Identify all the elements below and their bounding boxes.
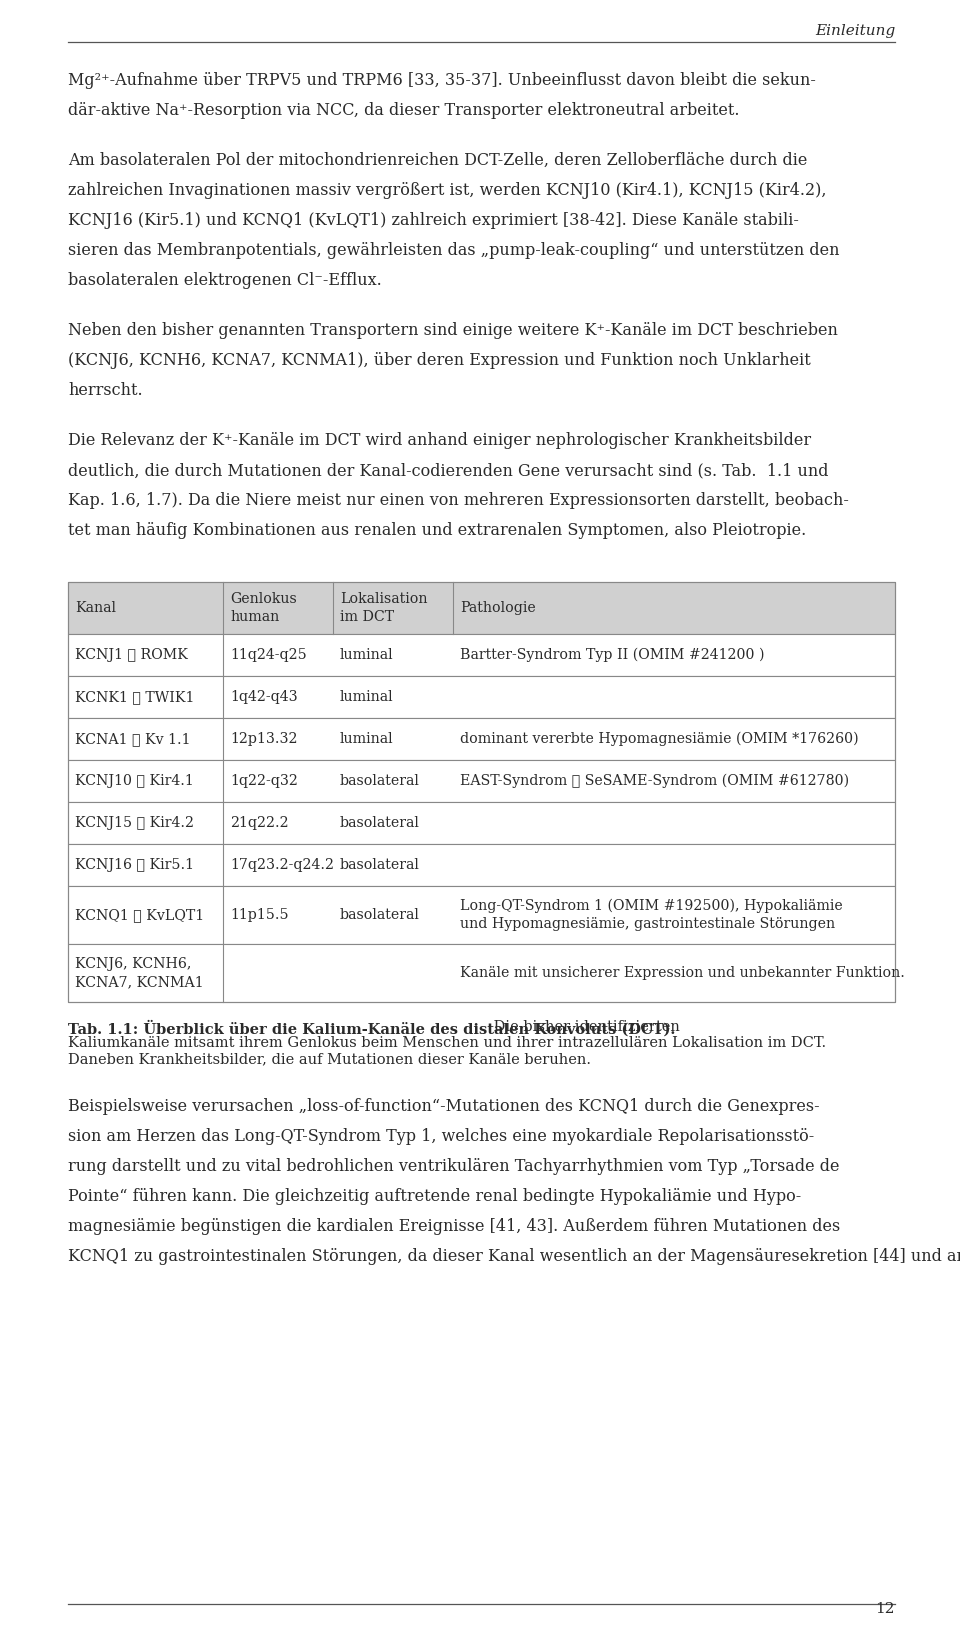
Text: Kanal: Kanal (75, 601, 116, 614)
Text: KCNJ6, KCNH6,: KCNJ6, KCNH6, (75, 958, 191, 971)
Text: und Hypomagnesiämie, gastrointestinale Störungen: und Hypomagnesiämie, gastrointestinale S… (460, 917, 835, 931)
Bar (68, 802, 895, 845)
Text: sion am Herzen das Long-QT-Syndrom Typ 1, welches eine myokardiale Repolarisatio: sion am Herzen das Long-QT-Syndrom Typ 1… (68, 1127, 814, 1145)
Text: KCNJ1 ≙ ROMK: KCNJ1 ≙ ROMK (75, 649, 188, 662)
Text: KCNJ16 ≙ Kir5.1: KCNJ16 ≙ Kir5.1 (75, 858, 194, 873)
Text: KCNA1 ≙ Kv 1.1: KCNA1 ≙ Kv 1.1 (75, 732, 190, 747)
Text: dominant vererbte Hypomagnesiämie (OMIM *176260): dominant vererbte Hypomagnesiämie (OMIM … (460, 732, 858, 747)
Text: basolateralen elektrogenen Cl⁻-Efflux.: basolateralen elektrogenen Cl⁻-Efflux. (68, 271, 382, 289)
Text: zahlreichen Invaginationen massiv vergrößert ist, werden KCNJ10 (Kir4.1), KCNJ15: zahlreichen Invaginationen massiv vergrö… (68, 181, 827, 199)
Text: 12p13.32: 12p13.32 (230, 732, 298, 747)
Bar (68, 676, 895, 717)
Bar (68, 886, 895, 944)
Text: human: human (230, 609, 279, 624)
Text: Kanäle mit unsicherer Expression und unbekannter Funktion.: Kanäle mit unsicherer Expression und unb… (460, 966, 905, 980)
Text: luminal: luminal (340, 690, 394, 704)
Text: Long-QT-Syndrom 1 (OMIM #192500), Hypokaliämie: Long-QT-Syndrom 1 (OMIM #192500), Hypoka… (460, 899, 843, 913)
Text: basolateral: basolateral (340, 815, 420, 830)
Text: deutlich, die durch Mutationen der Kanal-codierenden Gene verursacht sind (s. Ta: deutlich, die durch Mutationen der Kanal… (68, 462, 828, 479)
Text: sieren das Membranpotentials, gewährleisten das „pump-leak-coupling“ und unterst: sieren das Membranpotentials, gewährleis… (68, 242, 839, 260)
Text: Pathologie: Pathologie (460, 601, 536, 614)
Text: basolateral: basolateral (340, 775, 420, 788)
Text: KCNJ15 ≙ Kir4.2: KCNJ15 ≙ Kir4.2 (75, 815, 194, 830)
Text: Die bisher identifizierten: Die bisher identifizierten (490, 1020, 680, 1034)
Text: tet man häufig Kombinationen aus renalen und extrarenalen Symptomen, also Pleiot: tet man häufig Kombinationen aus renalen… (68, 521, 806, 539)
Text: 1q22-q32: 1q22-q32 (230, 775, 298, 788)
Bar (68, 582, 895, 1002)
Text: basolateral: basolateral (340, 858, 420, 873)
Text: magnesiämie begünstigen die kardialen Ereignisse [41, 43]. Außerdem führen Mutat: magnesiämie begünstigen die kardialen Er… (68, 1217, 840, 1235)
Bar (68, 944, 895, 1002)
Text: KCNQ1 zu gastrointestinalen Störungen, da dieser Kanal wesentlich an der Magensä: KCNQ1 zu gastrointestinalen Störungen, d… (68, 1248, 960, 1265)
Text: Beispielsweise verursachen „loss-of-function“-Mutationen des KCNQ1 durch die Gen: Beispielsweise verursachen „loss-of-func… (68, 1098, 820, 1114)
Text: luminal: luminal (340, 649, 394, 662)
Bar (68, 845, 895, 886)
Text: KCNJ10 ≙ Kir4.1: KCNJ10 ≙ Kir4.1 (75, 775, 194, 788)
Text: rung darstellt und zu vital bedrohlichen ventrikulären Tachyarrhythmien vom Typ : rung darstellt und zu vital bedrohlichen… (68, 1159, 839, 1175)
Text: Die Relevanz der K⁺-Kanäle im DCT wird anhand einiger nephrologischer Krankheits: Die Relevanz der K⁺-Kanäle im DCT wird a… (68, 431, 811, 449)
Text: Daneben Krankheitsbilder, die auf Mutationen dieser Kanäle beruhen.: Daneben Krankheitsbilder, die auf Mutati… (68, 1052, 591, 1065)
Text: Genlokus: Genlokus (230, 592, 297, 606)
Text: KCNJ16 (Kir5.1) und KCNQ1 (KvLQT1) zahlreich exprimiert [38-42]. Diese Kanäle st: KCNJ16 (Kir5.1) und KCNQ1 (KvLQT1) zahlr… (68, 212, 799, 229)
Text: 17q23.2-q24.2: 17q23.2-q24.2 (230, 858, 334, 873)
Text: Tab. 1.1: Überblick über die Kalium-Kanäle des distalen Konvoluts (DCT).: Tab. 1.1: Überblick über die Kalium-Kanä… (68, 1020, 676, 1036)
Text: Neben den bisher genannten Transportern sind einige weitere K⁺-Kanäle im DCT bes: Neben den bisher genannten Transportern … (68, 322, 838, 338)
Text: herrscht.: herrscht. (68, 382, 143, 399)
Text: Pointe“ führen kann. Die gleichzeitig auftretende renal bedingte Hypokaliämie un: Pointe“ führen kann. Die gleichzeitig au… (68, 1188, 802, 1204)
Bar (68, 717, 895, 760)
Bar (68, 634, 895, 676)
Text: KCNA7, KCNMA1: KCNA7, KCNMA1 (75, 975, 204, 989)
Text: EAST-Syndrom ≙ SeSAME-Syndrom (OMIM #612780): EAST-Syndrom ≙ SeSAME-Syndrom (OMIM #612… (460, 775, 850, 788)
Bar (68, 760, 895, 802)
Text: 1q42-q43: 1q42-q43 (230, 690, 298, 704)
Text: där-aktive Na⁺-Resorption via NCC, da dieser Transporter elektroneutral arbeitet: där-aktive Na⁺-Resorption via NCC, da di… (68, 101, 739, 119)
Text: Kaliumkanäle mitsamt ihrem Genlokus beim Menschen und ihrer intrazellulären Loka: Kaliumkanäle mitsamt ihrem Genlokus beim… (68, 1036, 827, 1051)
Bar (68, 582, 895, 634)
Text: im DCT: im DCT (340, 609, 395, 624)
Text: 12: 12 (876, 1601, 895, 1616)
Text: basolateral: basolateral (340, 909, 420, 922)
Text: 11p15.5: 11p15.5 (230, 909, 289, 922)
Text: Am basolateralen Pol der mitochondrienreichen DCT-Zelle, deren Zelloberfläche du: Am basolateralen Pol der mitochondrienre… (68, 152, 807, 168)
Text: Bartter-Syndrom Typ II (OMIM #241200 ): Bartter-Syndrom Typ II (OMIM #241200 ) (460, 647, 764, 662)
Text: KCNQ1 ≙ KvLQT1: KCNQ1 ≙ KvLQT1 (75, 909, 204, 922)
Text: (KCNJ6, KCNH6, KCNA7, KCNMA1), über deren Expression und Funktion noch Unklarhei: (KCNJ6, KCNH6, KCNA7, KCNMA1), über dere… (68, 351, 811, 369)
Text: 11q24-q25: 11q24-q25 (230, 649, 307, 662)
Text: luminal: luminal (340, 732, 394, 747)
Text: KCNK1 ≙ TWIK1: KCNK1 ≙ TWIK1 (75, 690, 194, 704)
Text: Mg²⁺-Aufnahme über TRPV5 und TRPM6 [33, 35-37]. Unbeeinflusst davon bleibt die s: Mg²⁺-Aufnahme über TRPV5 und TRPM6 [33, … (68, 72, 816, 88)
Text: Einleitung: Einleitung (815, 25, 895, 38)
Text: 21q22.2: 21q22.2 (230, 815, 289, 830)
Text: Lokalisation: Lokalisation (340, 592, 427, 606)
Text: Kap. 1.6, 1.7). Da die Niere meist nur einen von mehreren Expressionsorten darst: Kap. 1.6, 1.7). Da die Niere meist nur e… (68, 492, 849, 510)
